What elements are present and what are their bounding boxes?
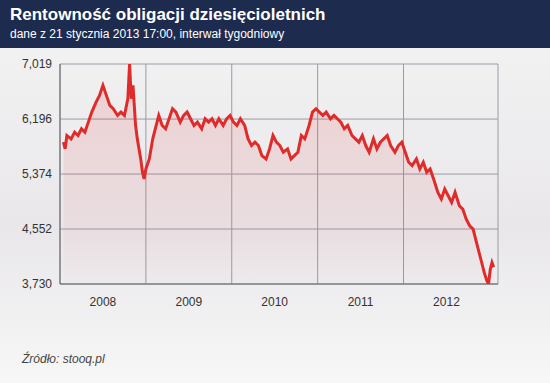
svg-text:2010: 2010 xyxy=(261,295,288,309)
html-text:dane z 21 stycznia 2013 17:00,: dane z 21 stycznia 2013 17:00, interwał … xyxy=(10,27,285,41)
svg-text:4,552: 4,552 xyxy=(22,222,52,236)
svg-text:2012: 2012 xyxy=(433,295,460,309)
svg-text:6,196: 6,196 xyxy=(22,112,52,126)
html-text:Źródło: stooq.pl: Źródło: stooq.pl xyxy=(22,352,105,366)
svg-text:7,019: 7,019 xyxy=(22,57,52,71)
svg-text:2008: 2008 xyxy=(90,295,117,309)
svg-text:2009: 2009 xyxy=(175,295,202,309)
html-text:Rentowność obligacji dziesięci: Rentowność obligacji dziesięcioletnich xyxy=(10,5,326,24)
svg-text:3,730: 3,730 xyxy=(22,277,52,291)
svg-text:2011: 2011 xyxy=(348,295,374,309)
svg-text:5,374: 5,374 xyxy=(22,167,52,181)
